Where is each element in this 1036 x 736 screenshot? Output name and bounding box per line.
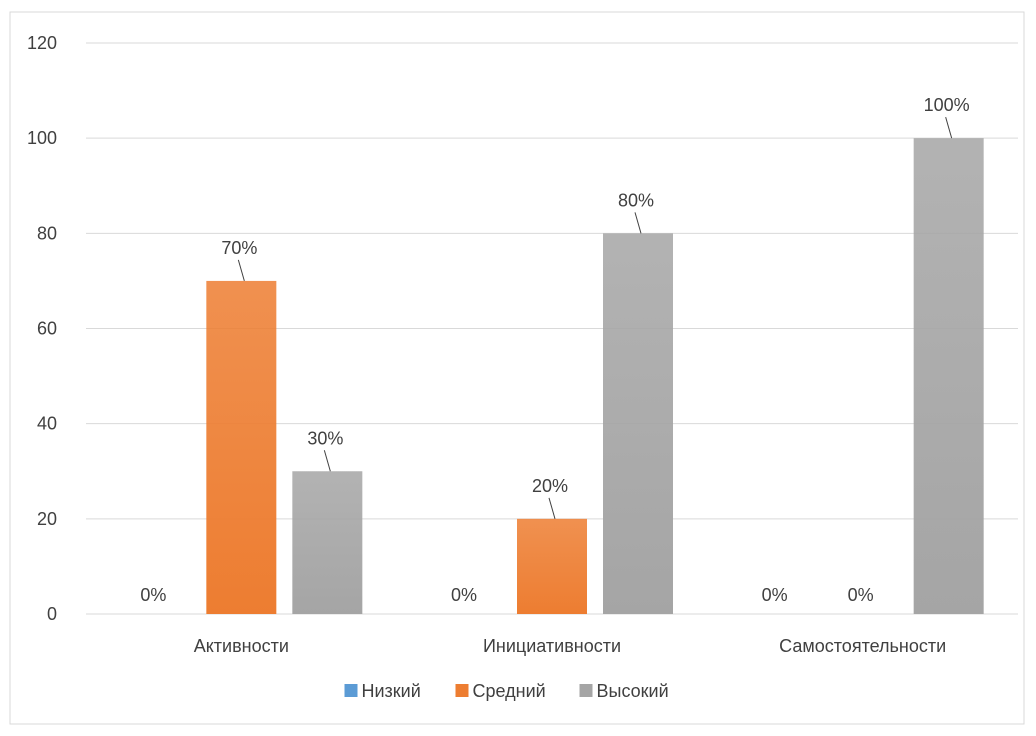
data-label: 0%: [762, 585, 788, 605]
y-tick-label: 100: [27, 128, 57, 148]
bars: [206, 138, 984, 615]
y-tick-label: 60: [37, 319, 57, 339]
bar: [517, 518, 587, 614]
data-label-leader-line: [237, 259, 245, 282]
data-label: 30%: [307, 428, 343, 448]
data-label: 70%: [221, 238, 257, 258]
bar: [292, 471, 363, 614]
y-axis-tick-labels: 0 20 40 60 80 100 120: [27, 33, 57, 624]
x-axis-category-labels: Активности Инициативности Самостоятельност…: [194, 636, 946, 656]
data-label: 0%: [848, 585, 874, 605]
y-tick-label: 20: [37, 509, 57, 529]
data-label-leader-line: [945, 117, 953, 139]
bar: [603, 233, 673, 615]
data-label: 80%: [618, 190, 654, 210]
x-category-label: Активности: [194, 636, 289, 656]
chart-border: [9, 11, 1025, 725]
data-label-leader-line: [323, 450, 331, 472]
legend-label: Средний: [473, 681, 546, 701]
legend-swatch: [344, 684, 358, 697]
data-label-leader-line: [634, 212, 642, 234]
data-label: 20%: [532, 476, 568, 496]
legend-swatch: [579, 684, 593, 697]
x-category-label: Самостоятельности: [779, 636, 946, 656]
x-category-label: Инициативности: [483, 636, 621, 656]
y-tick-label: 0: [47, 604, 57, 624]
y-tick-label: 40: [37, 414, 57, 434]
legend-label: Высокий: [597, 681, 669, 701]
legend: Низкий Средний Высокий: [344, 681, 669, 701]
legend-swatch: [455, 684, 469, 697]
data-labels: 0% 70% 30% 0% 20% 80% 0% 0% 100%: [140, 95, 969, 605]
y-tick-label: 120: [27, 33, 57, 53]
data-label-leader-line: [548, 497, 556, 519]
legend-label: Низкий: [362, 681, 421, 701]
data-label: 0%: [140, 585, 166, 605]
bar: [913, 138, 984, 614]
data-label: 0%: [451, 585, 477, 605]
y-tick-label: 80: [37, 223, 57, 243]
data-label: 100%: [924, 95, 970, 115]
bar: [206, 280, 277, 614]
